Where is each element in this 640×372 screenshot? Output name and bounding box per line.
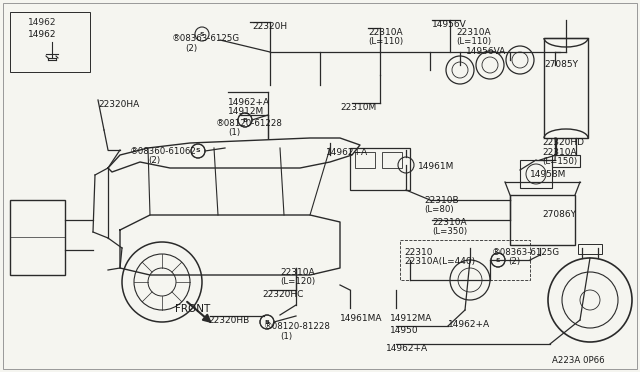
Text: 22310A: 22310A — [280, 268, 315, 277]
Text: 14961M: 14961M — [418, 162, 454, 171]
Text: (L=150): (L=150) — [542, 157, 577, 166]
Bar — [382, 152, 402, 168]
Bar — [355, 152, 375, 168]
Text: 22320HC: 22320HC — [262, 290, 303, 299]
Text: 22320H: 22320H — [252, 22, 287, 31]
Text: S: S — [200, 32, 204, 36]
Text: 22310A: 22310A — [456, 28, 491, 37]
Text: (1): (1) — [280, 332, 292, 341]
Text: 22320HD: 22320HD — [542, 138, 584, 147]
Text: 14962+A: 14962+A — [386, 344, 428, 353]
Text: ®08363-6125G: ®08363-6125G — [172, 34, 240, 43]
Bar — [520, 160, 552, 188]
Text: B: B — [264, 320, 269, 324]
Text: (L=350): (L=350) — [432, 227, 467, 236]
Text: 14950: 14950 — [390, 326, 419, 335]
Text: (L=80): (L=80) — [424, 205, 454, 214]
Text: (L=120): (L=120) — [280, 277, 315, 286]
Text: 14912MA: 14912MA — [390, 314, 433, 323]
Text: 22310A: 22310A — [542, 148, 577, 157]
Text: 14956VA: 14956VA — [466, 47, 506, 56]
Text: 14956V: 14956V — [432, 20, 467, 29]
Text: (1): (1) — [228, 128, 240, 137]
Text: (2): (2) — [148, 156, 160, 165]
Text: 22310: 22310 — [404, 248, 433, 257]
Text: 22310A: 22310A — [432, 218, 467, 227]
Text: 14962: 14962 — [28, 18, 56, 27]
Text: 14958M: 14958M — [530, 170, 566, 179]
Text: 22320HA: 22320HA — [98, 100, 140, 109]
Bar — [350, 148, 410, 190]
Text: ®08360-61062: ®08360-61062 — [130, 147, 197, 156]
Text: S: S — [196, 148, 200, 154]
Text: FRONT: FRONT — [175, 304, 211, 314]
Bar — [544, 38, 588, 138]
Text: ®08363-6125G: ®08363-6125G — [492, 248, 560, 257]
Text: A223A 0P66: A223A 0P66 — [552, 356, 605, 365]
Text: 22310M: 22310M — [340, 103, 376, 112]
Bar — [10, 200, 65, 275]
Text: ®08120-61228: ®08120-61228 — [216, 119, 283, 128]
Text: (L=110): (L=110) — [456, 37, 491, 46]
Text: 14962+A: 14962+A — [326, 148, 368, 157]
Text: 22310B: 22310B — [424, 196, 459, 205]
Bar — [10, 12, 90, 72]
Text: 14962+A: 14962+A — [448, 320, 490, 329]
Text: 22310A(L=440): 22310A(L=440) — [404, 257, 475, 266]
Text: 22320HB: 22320HB — [208, 316, 249, 325]
Text: 22310A: 22310A — [368, 28, 403, 37]
Text: 14912M: 14912M — [228, 107, 264, 116]
Text: 14961MA: 14961MA — [340, 314, 383, 323]
Text: ®08120-81228: ®08120-81228 — [264, 322, 331, 331]
Text: (L=110): (L=110) — [368, 37, 403, 46]
Bar — [552, 155, 580, 167]
Bar — [510, 195, 575, 245]
Text: 14962+A: 14962+A — [228, 98, 270, 107]
Text: (2): (2) — [185, 44, 197, 53]
Text: (2): (2) — [508, 257, 520, 266]
Text: 14962: 14962 — [28, 30, 56, 39]
Text: 27086Y: 27086Y — [542, 210, 576, 219]
Text: 27085Y: 27085Y — [544, 60, 578, 69]
Bar — [578, 244, 602, 254]
Text: B: B — [243, 118, 248, 122]
Text: S: S — [496, 257, 500, 263]
